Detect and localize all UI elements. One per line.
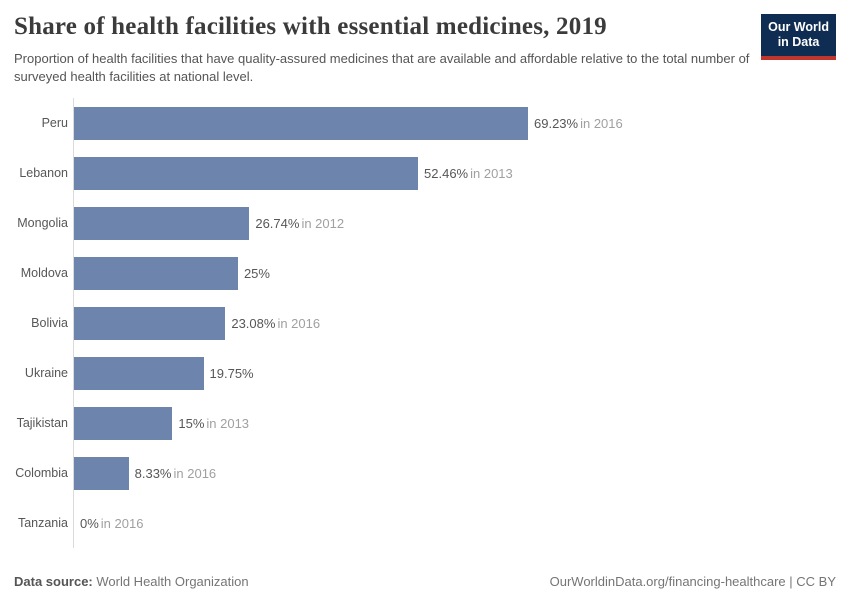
- bar-row-tanzania: Tanzania 0% in 2016: [18, 498, 836, 549]
- value-number: 0%: [80, 515, 99, 531]
- bar-lebanon: [74, 156, 419, 190]
- owid-logo-line1: Our World: [768, 20, 829, 34]
- value-number: 15%: [178, 415, 205, 431]
- country-label: Peru: [41, 116, 68, 131]
- bar-mongolia: [74, 206, 250, 240]
- value-label: 52.46% in 2013: [424, 166, 513, 181]
- value-label: 26.74% in 2012: [255, 216, 344, 231]
- value-label: 69.23% in 2016: [534, 116, 623, 131]
- country-label: Colombia: [15, 466, 68, 481]
- bar-row-tajikistan: Tajikistan 15% in 2013: [17, 398, 836, 449]
- value-number: 26.74%: [255, 215, 300, 231]
- value-label: 25%: [244, 266, 272, 281]
- chart-header: Share of health facilities with essentia…: [14, 12, 836, 85]
- value-label: 0% in 2016: [80, 516, 143, 531]
- owid-citation-link[interactable]: OurWorldinData.org/financing-healthcare …: [549, 574, 836, 589]
- data-source-note: Data source: World Health Organization: [14, 574, 249, 589]
- value-label: 23.08% in 2016: [231, 316, 320, 331]
- value-year: in 2016: [100, 515, 144, 531]
- bar-ukraine: [74, 356, 204, 390]
- title-block: Share of health facilities with essentia…: [14, 12, 761, 85]
- chart-footer: Data source: World Health Organization O…: [14, 574, 836, 589]
- value-label: 8.33% in 2016: [135, 466, 217, 481]
- country-label: Moldova: [20, 266, 68, 281]
- bar-row-lebanon: Lebanon 52.46% in 2013: [19, 148, 836, 199]
- country-label: Tanzania: [17, 516, 68, 531]
- bar-row-colombia: Colombia 8.33% in 2016: [15, 448, 836, 499]
- value-number: 25%: [243, 265, 270, 281]
- owid-logo-line2: in Data: [777, 35, 820, 49]
- value-label: 19.75%: [210, 366, 256, 381]
- value-year: in 2013: [206, 415, 250, 431]
- country-label: Ukraine: [24, 366, 68, 381]
- bar-chart: Peru 69.23% in 2016 Lebanon 52.46% in 2013…: [15, 98, 836, 549]
- country-label: Tajikistan: [16, 416, 68, 431]
- value-number: 52.46%: [424, 165, 469, 181]
- bar-row-bolivia: Bolivia 23.08% in 2016: [31, 298, 836, 349]
- country-label: Lebanon: [19, 166, 68, 181]
- data-source-label: Data source:: [14, 574, 93, 589]
- bar-tajikistan: [74, 406, 173, 440]
- value-year: in 2016: [173, 465, 217, 481]
- value-number: 69.23%: [534, 115, 579, 131]
- value-year: in 2016: [580, 115, 623, 131]
- owid-logo[interactable]: Our World in Data: [761, 14, 836, 60]
- value-number: 23.08%: [231, 315, 276, 331]
- data-source-value: World Health Organization: [92, 574, 249, 589]
- value-label: 15% in 2013: [178, 416, 249, 431]
- country-label: Bolivia: [31, 316, 68, 331]
- bar-row-mongolia: Mongolia 26.74% in 2012: [17, 198, 836, 249]
- value-year: in 2013: [470, 165, 513, 181]
- country-label: Mongolia: [17, 216, 68, 231]
- bar-row-peru: Peru 69.23% in 2016: [42, 98, 836, 149]
- value-number: 19.75%: [209, 365, 254, 381]
- value-year: in 2012: [301, 215, 345, 231]
- value-year: in 2016: [277, 315, 321, 331]
- value-number: 8.33%: [134, 465, 172, 481]
- bar-peru: [74, 106, 528, 140]
- chart-title: Share of health facilities with essentia…: [14, 13, 607, 40]
- bar-row-ukraine: Ukraine 19.75%: [25, 348, 836, 399]
- bar-colombia: [74, 456, 129, 490]
- bar-moldova: [74, 256, 238, 290]
- chart-subtitle: Proportion of health facilities that hav…: [14, 51, 750, 84]
- bar-bolivia: [74, 306, 226, 340]
- bar-row-moldova: Moldova 25%: [21, 248, 836, 299]
